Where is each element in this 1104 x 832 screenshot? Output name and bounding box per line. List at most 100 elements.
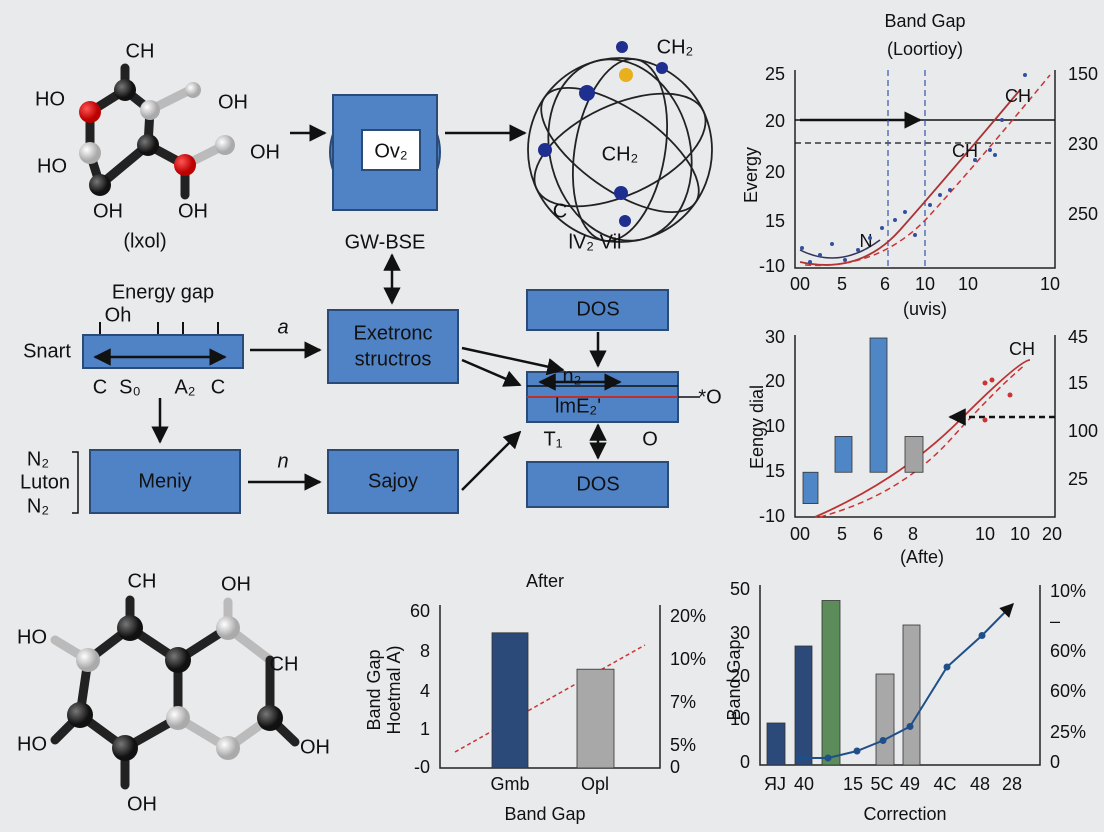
y-tick-label: 15 bbox=[765, 211, 785, 231]
y2-tick-label: 20% bbox=[670, 606, 706, 626]
arrow bbox=[461, 430, 522, 491]
atom-label: OH bbox=[300, 736, 330, 758]
y-tick-label: 50 bbox=[730, 579, 750, 599]
box bbox=[526, 461, 669, 508]
scatter-dot bbox=[988, 148, 992, 152]
atom-label: HO bbox=[35, 88, 65, 110]
scatter-dot bbox=[808, 260, 812, 264]
y-tick-label: 30 bbox=[730, 623, 750, 643]
y-tick-label: 20 bbox=[765, 371, 785, 391]
scatter-dot bbox=[903, 210, 907, 214]
y-tick-label: -0 bbox=[414, 757, 430, 777]
y2-tick-label: 250 bbox=[1068, 204, 1098, 224]
x-tick-label: 00 bbox=[790, 274, 810, 294]
arrow-label: n bbox=[277, 450, 288, 472]
annotation: N bbox=[860, 231, 873, 251]
bottom-label: C bbox=[211, 376, 225, 398]
scatter-dot bbox=[989, 377, 995, 383]
scatter-dot bbox=[973, 158, 977, 162]
x-axis-label: Correction bbox=[863, 804, 946, 824]
scatter-dot bbox=[868, 236, 872, 240]
x-tick-label: Gmb bbox=[490, 774, 529, 794]
bar bbox=[902, 624, 921, 766]
y2-tick-label: 15 bbox=[1068, 373, 1088, 393]
line-point bbox=[824, 754, 832, 762]
bar bbox=[834, 436, 853, 473]
y-axis-label: Hoetmal A) bbox=[384, 645, 404, 734]
x-tick-label: 10 bbox=[915, 274, 935, 294]
bottom-label: A₂ bbox=[174, 376, 195, 398]
y2-tick-label: 0 bbox=[1050, 752, 1060, 772]
annotation: CH bbox=[1009, 339, 1035, 359]
center-side: *O bbox=[698, 386, 721, 408]
y-tick-label: 20 bbox=[765, 111, 785, 131]
x-tick-label: 15 bbox=[843, 774, 863, 794]
atom-label: OH bbox=[221, 573, 251, 595]
y-tick-label: -10 bbox=[759, 256, 785, 276]
scatter-dot bbox=[948, 188, 952, 192]
y2-tick-label: 7% bbox=[670, 692, 696, 712]
gw-inner bbox=[361, 129, 421, 171]
line-point bbox=[796, 754, 804, 762]
bar bbox=[794, 645, 813, 766]
atom-label: CH bbox=[128, 570, 157, 592]
molecule-top bbox=[79, 63, 235, 200]
x-tick-label: 10 bbox=[958, 274, 978, 294]
x-tick-label: 20 bbox=[1042, 524, 1062, 544]
center-label: lmE₂' bbox=[555, 395, 601, 417]
x-tick-label: ЯJ bbox=[764, 774, 786, 794]
x-tick-label: 28 bbox=[1002, 774, 1022, 794]
atom bbox=[579, 85, 595, 101]
arrow bbox=[461, 358, 522, 387]
energy-gap-title: Energy gap bbox=[112, 281, 214, 303]
y-tick-label: 30 bbox=[765, 327, 785, 347]
chart-subtitle: (Loortioy) bbox=[887, 39, 963, 59]
bracket bbox=[72, 451, 79, 514]
molecule-bottom bbox=[50, 595, 300, 790]
box bbox=[89, 449, 241, 514]
box bbox=[327, 449, 459, 514]
atom-label: HO bbox=[37, 155, 67, 177]
x-tick-label: 10 bbox=[1010, 524, 1030, 544]
scatter-dot bbox=[982, 380, 988, 386]
x-tick-label: 6 bbox=[873, 524, 883, 544]
side-label: Luton bbox=[20, 471, 70, 493]
gw-label: Ov₂ bbox=[374, 140, 407, 162]
x-tick-label: 00 bbox=[790, 524, 810, 544]
x-axis-label: (uvis) bbox=[903, 299, 947, 319]
atom-label: OH bbox=[218, 91, 248, 113]
y2-tick-label: 230 bbox=[1068, 134, 1098, 154]
center-label: n₂ bbox=[563, 365, 582, 387]
annotation: CH bbox=[952, 141, 978, 161]
y-axis-label: Eengy dial bbox=[747, 385, 767, 469]
y-axis-label: Band Gap bbox=[724, 639, 744, 720]
scatter-dot bbox=[856, 248, 860, 252]
scatter-dot bbox=[893, 218, 897, 222]
x-tick-label: 49 bbox=[900, 774, 920, 794]
chart-title: Band Gap bbox=[884, 11, 965, 31]
y2-tick-label: 5% bbox=[670, 735, 696, 755]
atom-label: OH bbox=[250, 141, 280, 163]
atom-label: OH bbox=[127, 793, 157, 815]
y-tick-label: 0 bbox=[740, 752, 750, 772]
bar bbox=[821, 600, 841, 766]
atom-label: OH bbox=[93, 200, 123, 222]
bar bbox=[904, 436, 924, 473]
caption: GW-BSE bbox=[345, 231, 426, 253]
y2-tick-label: 10% bbox=[670, 649, 706, 669]
x-tick-label: 8 bbox=[908, 524, 918, 544]
atom-label: OH bbox=[178, 200, 208, 222]
sphere-label: CH₂ bbox=[602, 143, 639, 165]
y2-tick-label: – bbox=[1050, 611, 1060, 631]
side-label: Snart bbox=[23, 340, 71, 362]
y2-tick-label: 25 bbox=[1068, 469, 1088, 489]
x-tick-label: 10 bbox=[975, 524, 995, 544]
bar bbox=[766, 722, 786, 766]
box-label: Sajoy bbox=[368, 470, 418, 492]
bottom-label: S₀ bbox=[119, 376, 141, 398]
x-tick-label: 4C bbox=[933, 774, 956, 794]
x-axis-label: Band Gap bbox=[504, 804, 585, 824]
atom bbox=[656, 62, 668, 74]
y-tick-label: 10 bbox=[765, 416, 785, 436]
